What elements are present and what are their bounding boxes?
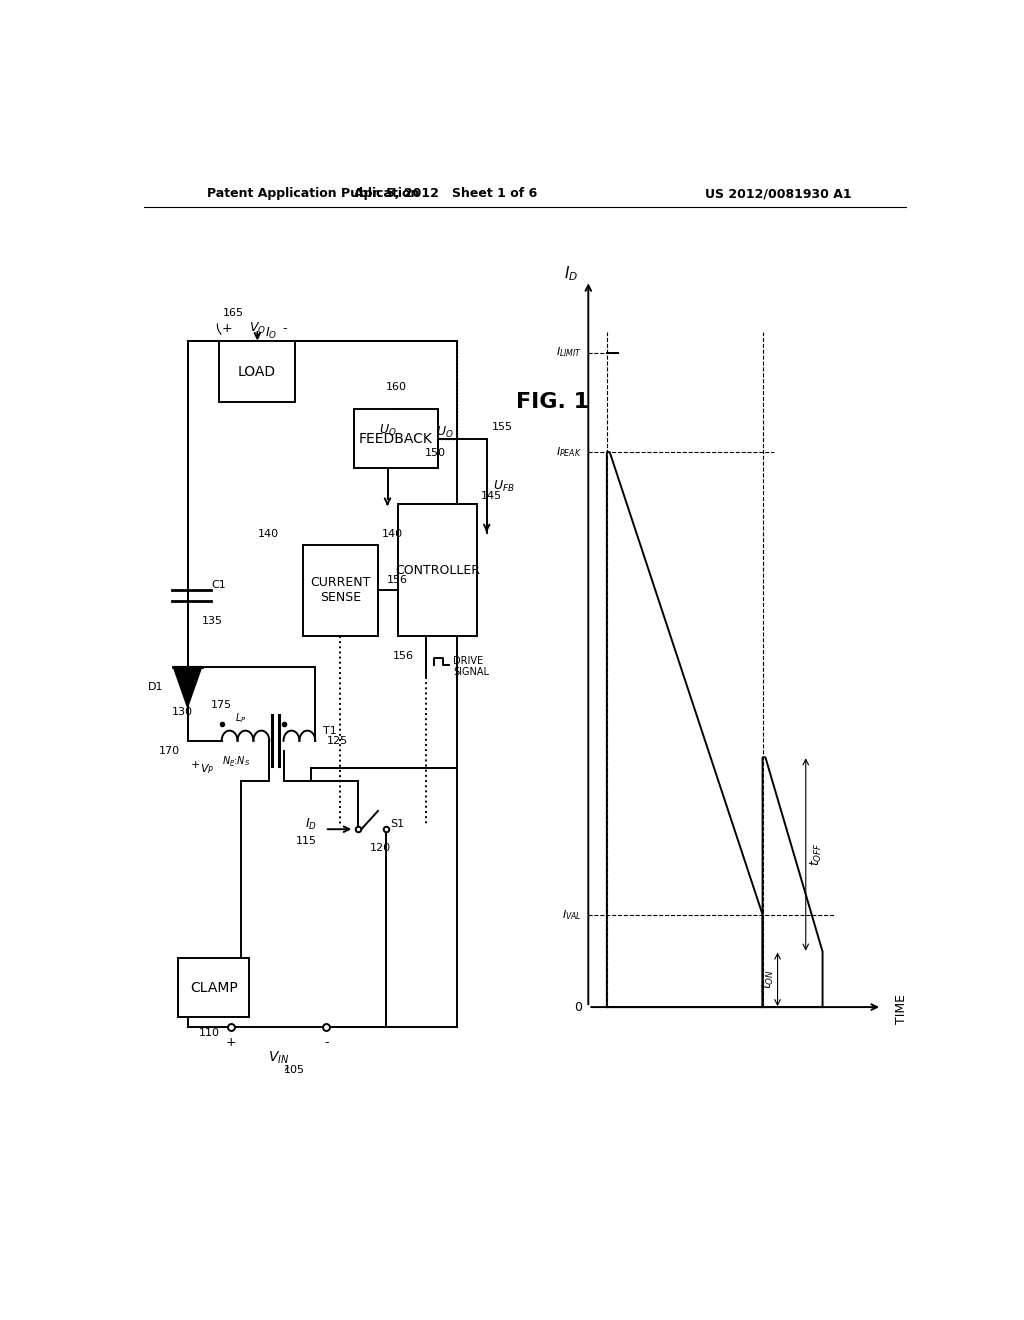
Text: 0: 0 — [573, 1001, 582, 1014]
Bar — [303, 545, 378, 636]
Text: $I_D$: $I_D$ — [305, 817, 316, 832]
Text: 110: 110 — [200, 1027, 220, 1038]
Text: 175: 175 — [211, 700, 232, 710]
Text: 105: 105 — [284, 1065, 305, 1074]
Text: +: + — [190, 760, 200, 770]
Text: -: - — [282, 322, 287, 335]
Bar — [397, 504, 477, 636]
Text: CONTROLLER: CONTROLLER — [395, 564, 480, 577]
Text: FIG. 1: FIG. 1 — [516, 392, 589, 412]
Text: CURRENT
SENSE: CURRENT SENSE — [310, 577, 371, 605]
Text: $U_O$: $U_O$ — [435, 425, 454, 441]
Text: FEEDBACK: FEEDBACK — [358, 432, 433, 446]
Text: -: - — [229, 760, 233, 770]
Bar — [354, 409, 437, 469]
Text: 170: 170 — [159, 746, 179, 756]
Bar — [219, 342, 295, 403]
Text: $I_{LIMIT}$: $I_{LIMIT}$ — [556, 346, 582, 359]
Text: TIME: TIME — [895, 994, 908, 1024]
Text: $V_O$: $V_O$ — [249, 321, 266, 335]
Text: C1: C1 — [211, 581, 226, 590]
Text: $U_{FB}$: $U_{FB}$ — [494, 478, 515, 494]
Text: $I_{VAL}$: $I_{VAL}$ — [562, 908, 582, 921]
Text: 140: 140 — [258, 529, 279, 540]
Text: Apr. 5, 2012   Sheet 1 of 6: Apr. 5, 2012 Sheet 1 of 6 — [354, 187, 537, 201]
Text: T1: T1 — [324, 726, 337, 735]
Text: 150: 150 — [424, 449, 445, 458]
Text: $t_{OFF}$: $t_{OFF}$ — [809, 842, 824, 866]
Text: D1: D1 — [148, 682, 164, 692]
Bar — [178, 958, 250, 1018]
Text: CLAMP: CLAMP — [189, 981, 238, 995]
Text: S1: S1 — [390, 820, 404, 829]
Text: $I_{PEAK}$: $I_{PEAK}$ — [556, 445, 582, 459]
Text: US 2012/0081930 A1: US 2012/0081930 A1 — [706, 187, 852, 201]
Text: $L_P$: $L_P$ — [234, 711, 247, 725]
Text: 120: 120 — [370, 842, 391, 853]
Text: $N_P$:$N_S$: $N_P$:$N_S$ — [221, 754, 250, 768]
Text: $V_P$: $V_P$ — [201, 763, 214, 776]
Text: Patent Application Publication: Patent Application Publication — [207, 187, 420, 201]
Text: $t_{ON}$: $t_{ON}$ — [761, 969, 775, 990]
Text: 130: 130 — [172, 708, 193, 717]
Text: 156: 156 — [387, 576, 409, 585]
Text: DRIVE
SIGNAL: DRIVE SIGNAL — [454, 656, 489, 677]
Text: $U_O$: $U_O$ — [379, 424, 396, 438]
Text: 145: 145 — [481, 491, 503, 500]
Polygon shape — [173, 667, 202, 708]
Text: 115: 115 — [296, 837, 317, 846]
Text: 156: 156 — [392, 652, 414, 661]
Text: +: + — [222, 322, 232, 335]
Text: $V_{IN}$: $V_{IN}$ — [268, 1049, 290, 1067]
Text: $I_D$: $I_D$ — [564, 264, 578, 282]
Text: $I_O$: $I_O$ — [265, 326, 278, 341]
Text: 125: 125 — [328, 735, 348, 746]
Text: +: + — [226, 1036, 237, 1049]
Text: -: - — [325, 1036, 329, 1049]
Text: 165: 165 — [223, 308, 245, 318]
Text: LOAD: LOAD — [238, 364, 276, 379]
Text: 135: 135 — [202, 616, 223, 626]
Text: 140: 140 — [382, 529, 403, 540]
Text: 155: 155 — [492, 421, 512, 432]
Text: 160: 160 — [385, 381, 407, 392]
